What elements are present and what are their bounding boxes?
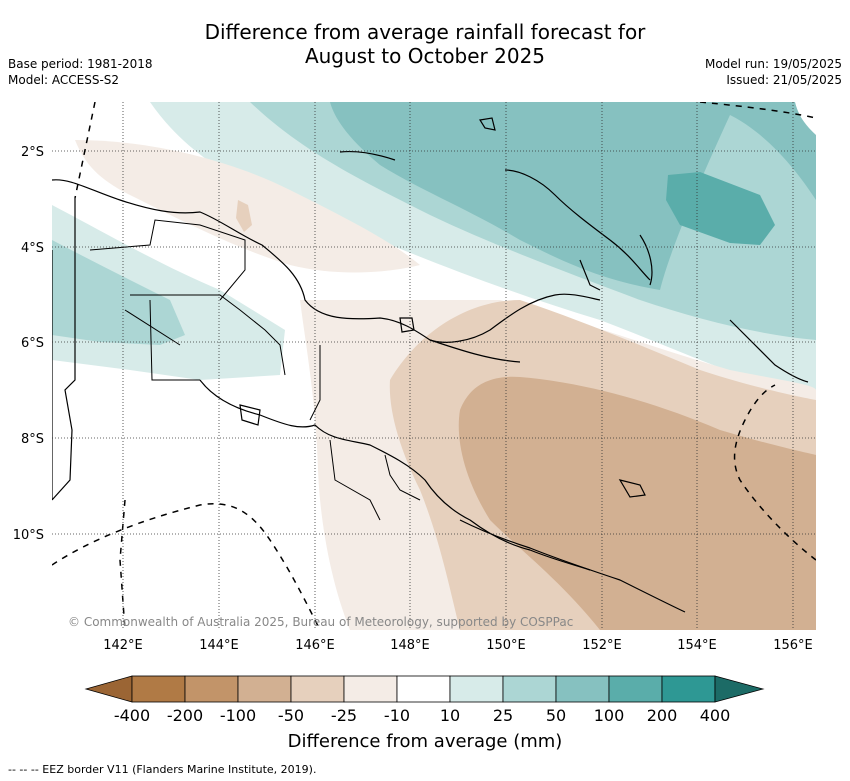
- colorbar-segment: [131, 675, 186, 703]
- colorbar-segment: [449, 675, 504, 703]
- colorbar-tick-label: 25: [493, 706, 513, 725]
- lon-labels: 142°E 144°E 146°E 148°E 150°E 152°E 154°…: [103, 638, 813, 653]
- province-borders: [89, 219, 421, 521]
- title-line-2: August to October 2025: [304, 44, 546, 68]
- lon-label-154e: 154°E: [677, 638, 717, 653]
- colorbar-segment: [396, 675, 451, 703]
- model-name: Model: ACCESS-S2: [8, 73, 120, 87]
- colorbar-tick-label: 50: [546, 706, 566, 725]
- colorbar-segment: [184, 675, 239, 703]
- lat-labels: 2°S 4°S 6°S 8°S 10°S: [13, 145, 44, 543]
- contour-25-50-west: [52, 240, 185, 345]
- model-run: Model run: 19/05/2025: [704, 57, 842, 71]
- colorbar-tick-label: -100: [220, 706, 256, 725]
- coastlines: [52, 117, 809, 613]
- map-title: Difference from average rainfall forecas…: [0, 20, 850, 68]
- copyright: © Commonwealth of Australia 2025, Bureau…: [68, 615, 573, 629]
- meta-right: Model run: 19/05/2025 Issued: 21/05/2025: [705, 56, 842, 88]
- lat-label-2s: 2°S: [21, 145, 44, 160]
- colorbar-tick-label: 400: [700, 706, 731, 725]
- colorbar-segment: [608, 675, 663, 703]
- colorbar-tick-label: 100: [594, 706, 625, 725]
- contour-dry-50-100: [458, 376, 816, 630]
- colorbar-tick-label: -25: [331, 706, 357, 725]
- colorbar-segment: [661, 675, 716, 703]
- lat-label-4s: 4°S: [21, 241, 44, 256]
- base-period: Base period: 1981-2018: [8, 57, 153, 71]
- lon-label-144e: 144°E: [199, 638, 239, 653]
- lon-label-142e: 142°E: [103, 638, 143, 653]
- eez-legend-note: -- -- -- EEZ border V11 (Flanders Marine…: [8, 763, 317, 776]
- contour-50-100: [330, 102, 816, 290]
- white-band-ne: [795, 102, 816, 135]
- colorbar-tick-label: 200: [647, 706, 678, 725]
- colorbar: -400 -200 -100 -50 -25 -10 10 25 50 100 200 400: [84, 675, 765, 725]
- colorbar-tick-label: -10: [384, 706, 410, 725]
- gridlines: [52, 102, 816, 630]
- lon-label-146e: 146°E: [295, 638, 335, 653]
- colorbar-extend-high: [714, 675, 765, 703]
- lon-label-148e: 148°E: [390, 638, 430, 653]
- lat-label-10s: 10°S: [13, 528, 44, 543]
- lat-label-6s: 6°S: [21, 336, 44, 351]
- colorbar-segment: [343, 675, 398, 703]
- colorbar-tick-label: -200: [167, 706, 203, 725]
- title-line-1: Difference from average rainfall forecas…: [204, 20, 646, 44]
- colorbar-tick-label: -50: [278, 706, 304, 725]
- colorbar-extend-low: [84, 675, 133, 703]
- eez-borders: [52, 102, 816, 630]
- meta-left: Base period: 1981-2018 Model: ACCESS-S2: [8, 56, 153, 88]
- lon-label-152e: 152°E: [582, 638, 622, 653]
- contour-100-200: [666, 172, 775, 245]
- lat-label-8s: 8°S: [21, 432, 44, 447]
- map-area: © Commonwealth of Australia 2025, Bureau…: [52, 102, 816, 630]
- lon-label-156e: 156°E: [773, 638, 813, 653]
- lon-label-150e: 150°E: [486, 638, 526, 653]
- colorbar-segment: [555, 675, 610, 703]
- contour-dry-north-blob: [236, 200, 252, 232]
- issued-date: Issued: 21/05/2025: [726, 73, 842, 87]
- colorbar-tick-label: 10: [440, 706, 460, 725]
- colorbar-tick-label: -400: [114, 706, 150, 725]
- colorbar-segment: [290, 675, 345, 703]
- colorbar-label: Difference from average (mm): [287, 731, 563, 752]
- colorbar-segment: [502, 675, 557, 703]
- colorbar-segment: [237, 675, 292, 703]
